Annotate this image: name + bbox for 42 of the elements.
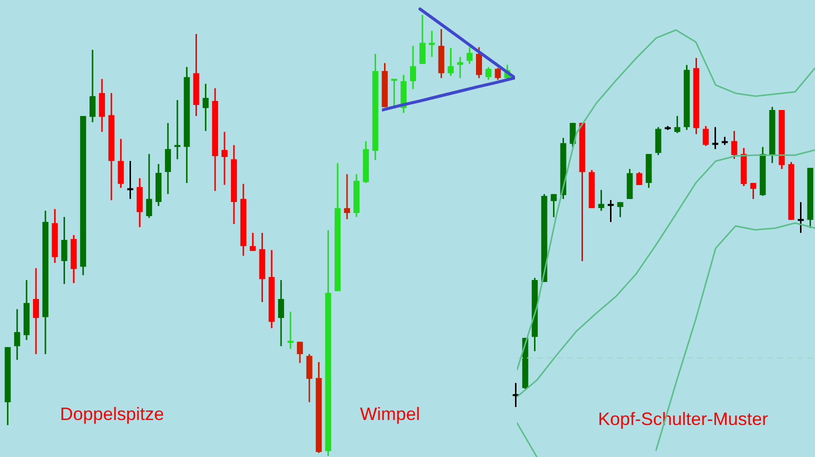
- candlestick: [570, 122, 576, 148]
- candlestick: [494, 67, 501, 81]
- candlestick: [457, 56, 464, 79]
- candlestick: [428, 30, 435, 58]
- annotation: Kopf-Schulter-Muster: [598, 408, 768, 429]
- candlestick: [598, 189, 604, 212]
- candlestick: [466, 46, 473, 65]
- candlestick: [485, 66, 492, 81]
- candlestick: [608, 199, 614, 223]
- candlestick: [90, 49, 96, 123]
- candlestick: [250, 232, 256, 252]
- candlestick: [32, 267, 39, 355]
- candlestick: [636, 171, 642, 186]
- candlestick: [118, 138, 124, 189]
- candlestick: [731, 130, 738, 160]
- candlestick: [448, 47, 454, 77]
- candlestick: [222, 131, 228, 186]
- candlestick: [306, 353, 312, 403]
- candlestick: [98, 78, 105, 133]
- candlestick: [202, 83, 209, 132]
- candlestick: [278, 279, 284, 347]
- candlestick: [61, 216, 68, 285]
- candlestick: [476, 46, 482, 79]
- candlestick: [287, 311, 294, 350]
- candlestick: [14, 308, 20, 361]
- candlestick: [712, 126, 718, 150]
- candlestick: [798, 201, 804, 234]
- annotation: Doppelspitze: [60, 404, 164, 424]
- candlestick: [550, 193, 557, 218]
- candlestick: [410, 45, 416, 90]
- candlestick: [702, 125, 709, 147]
- candlestick: [127, 160, 134, 200]
- candlestick: [674, 115, 680, 134]
- candlestick: [419, 14, 426, 65]
- candlestick: [750, 182, 756, 200]
- candlestick: [174, 99, 180, 160]
- candlestick: [164, 122, 171, 195]
- candlestick: [617, 201, 624, 218]
- annotation: Wimpel: [360, 404, 420, 424]
- candlestick: [146, 153, 152, 219]
- candlestick: [344, 173, 350, 220]
- candlestick: [296, 341, 303, 364]
